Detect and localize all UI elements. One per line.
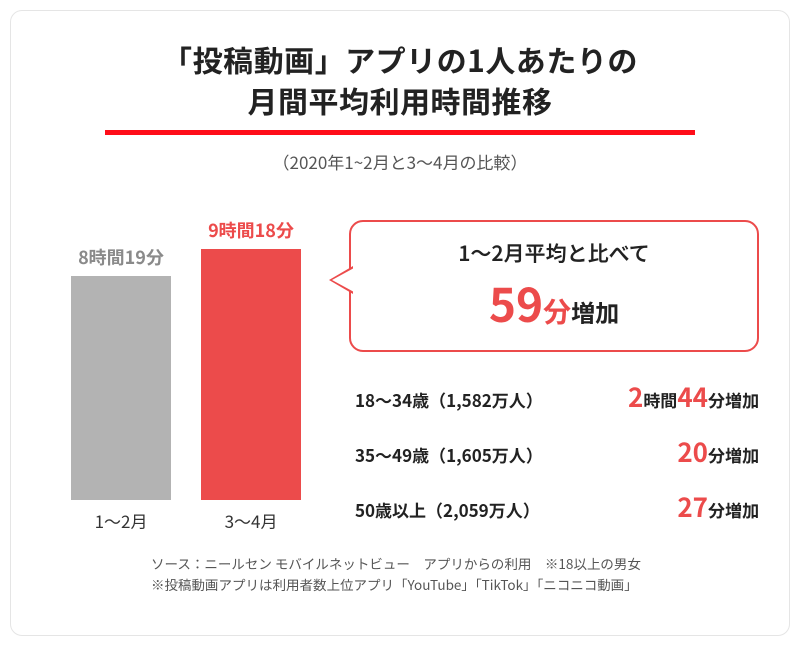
x-tick-label: 3〜4月	[201, 508, 301, 533]
source-line2: ※投稿動画アプリは利用者数上位アプリ「YouTube」「TikTok」「ニコニコ…	[151, 574, 638, 594]
age-row-delta: 2時間44分増加	[628, 378, 759, 415]
age-row-label: 50歳以上（2,059万人）	[355, 497, 540, 522]
chart-x-axis: 1〜2月 3〜4月	[41, 508, 331, 533]
bar-group: 8時間19分	[71, 244, 171, 500]
infographic-card: 「投稿動画」アプリの1人あたりの 月間平均利用時間推移 （2020年1~2月と3…	[10, 10, 790, 636]
x-tick-label: 1〜2月	[71, 508, 171, 533]
age-row-delta: 27分増加	[677, 488, 759, 525]
chart-title: 「投稿動画」アプリの1人あたりの 月間平均利用時間推移	[41, 39, 759, 120]
bar	[71, 276, 171, 500]
bar	[201, 249, 301, 500]
age-row: 35〜49歳（1,605万人） 20分増加	[355, 433, 759, 470]
callout-big-number: 59	[489, 270, 543, 336]
title-underline	[105, 130, 695, 135]
source-note: ソース：ニールセン モバイルネットビュー アプリからの利用 ※18以上の男女 ※…	[41, 553, 759, 595]
title-line1: 「投稿動画」アプリの1人あたりの	[162, 37, 638, 81]
bar-chart: 8時間19分 9時間18分 1〜2月 3〜4月	[41, 190, 331, 533]
chart-subtitle: （2020年1~2月と3〜4月の比較）	[41, 149, 759, 174]
callout-unit: 分	[543, 291, 571, 331]
callout-line1: 1〜2月平均と比べて	[371, 238, 737, 268]
content-row: 8時間19分 9時間18分 1〜2月 3〜4月 1〜2月平均と比べて 59分増加 1…	[41, 190, 759, 533]
bar-group: 9時間18分	[201, 217, 301, 500]
title-line2: 月間平均利用時間推移	[248, 78, 553, 122]
age-row: 50歳以上（2,059万人） 27分増加	[355, 488, 759, 525]
bar-top-label: 9時間18分	[208, 217, 294, 243]
age-row-label: 18〜34歳（1,582万人）	[355, 387, 543, 412]
chart-plot: 8時間19分 9時間18分	[41, 190, 331, 500]
age-row: 18〜34歳（1,582万人） 2時間44分増加	[355, 378, 759, 415]
bar-top-label: 8時間19分	[78, 244, 164, 270]
callout-suffix: 増加	[571, 294, 619, 329]
source-line1: ソース：ニールセン モバイルネットビュー アプリからの利用 ※18以上の男女	[151, 553, 641, 573]
age-row-label: 35〜49歳（1,605万人）	[355, 442, 543, 467]
age-row-delta: 20分増加	[677, 433, 759, 470]
callout-line2: 59分増加	[371, 270, 737, 336]
summary-callout: 1〜2月平均と比べて 59分増加	[349, 220, 759, 352]
right-panel: 1〜2月平均と比べて 59分増加 18〜34歳（1,582万人） 2時間44分増加…	[349, 190, 759, 533]
age-group-list: 18〜34歳（1,582万人） 2時間44分増加 35〜49歳（1,605万人） 20…	[349, 378, 759, 525]
